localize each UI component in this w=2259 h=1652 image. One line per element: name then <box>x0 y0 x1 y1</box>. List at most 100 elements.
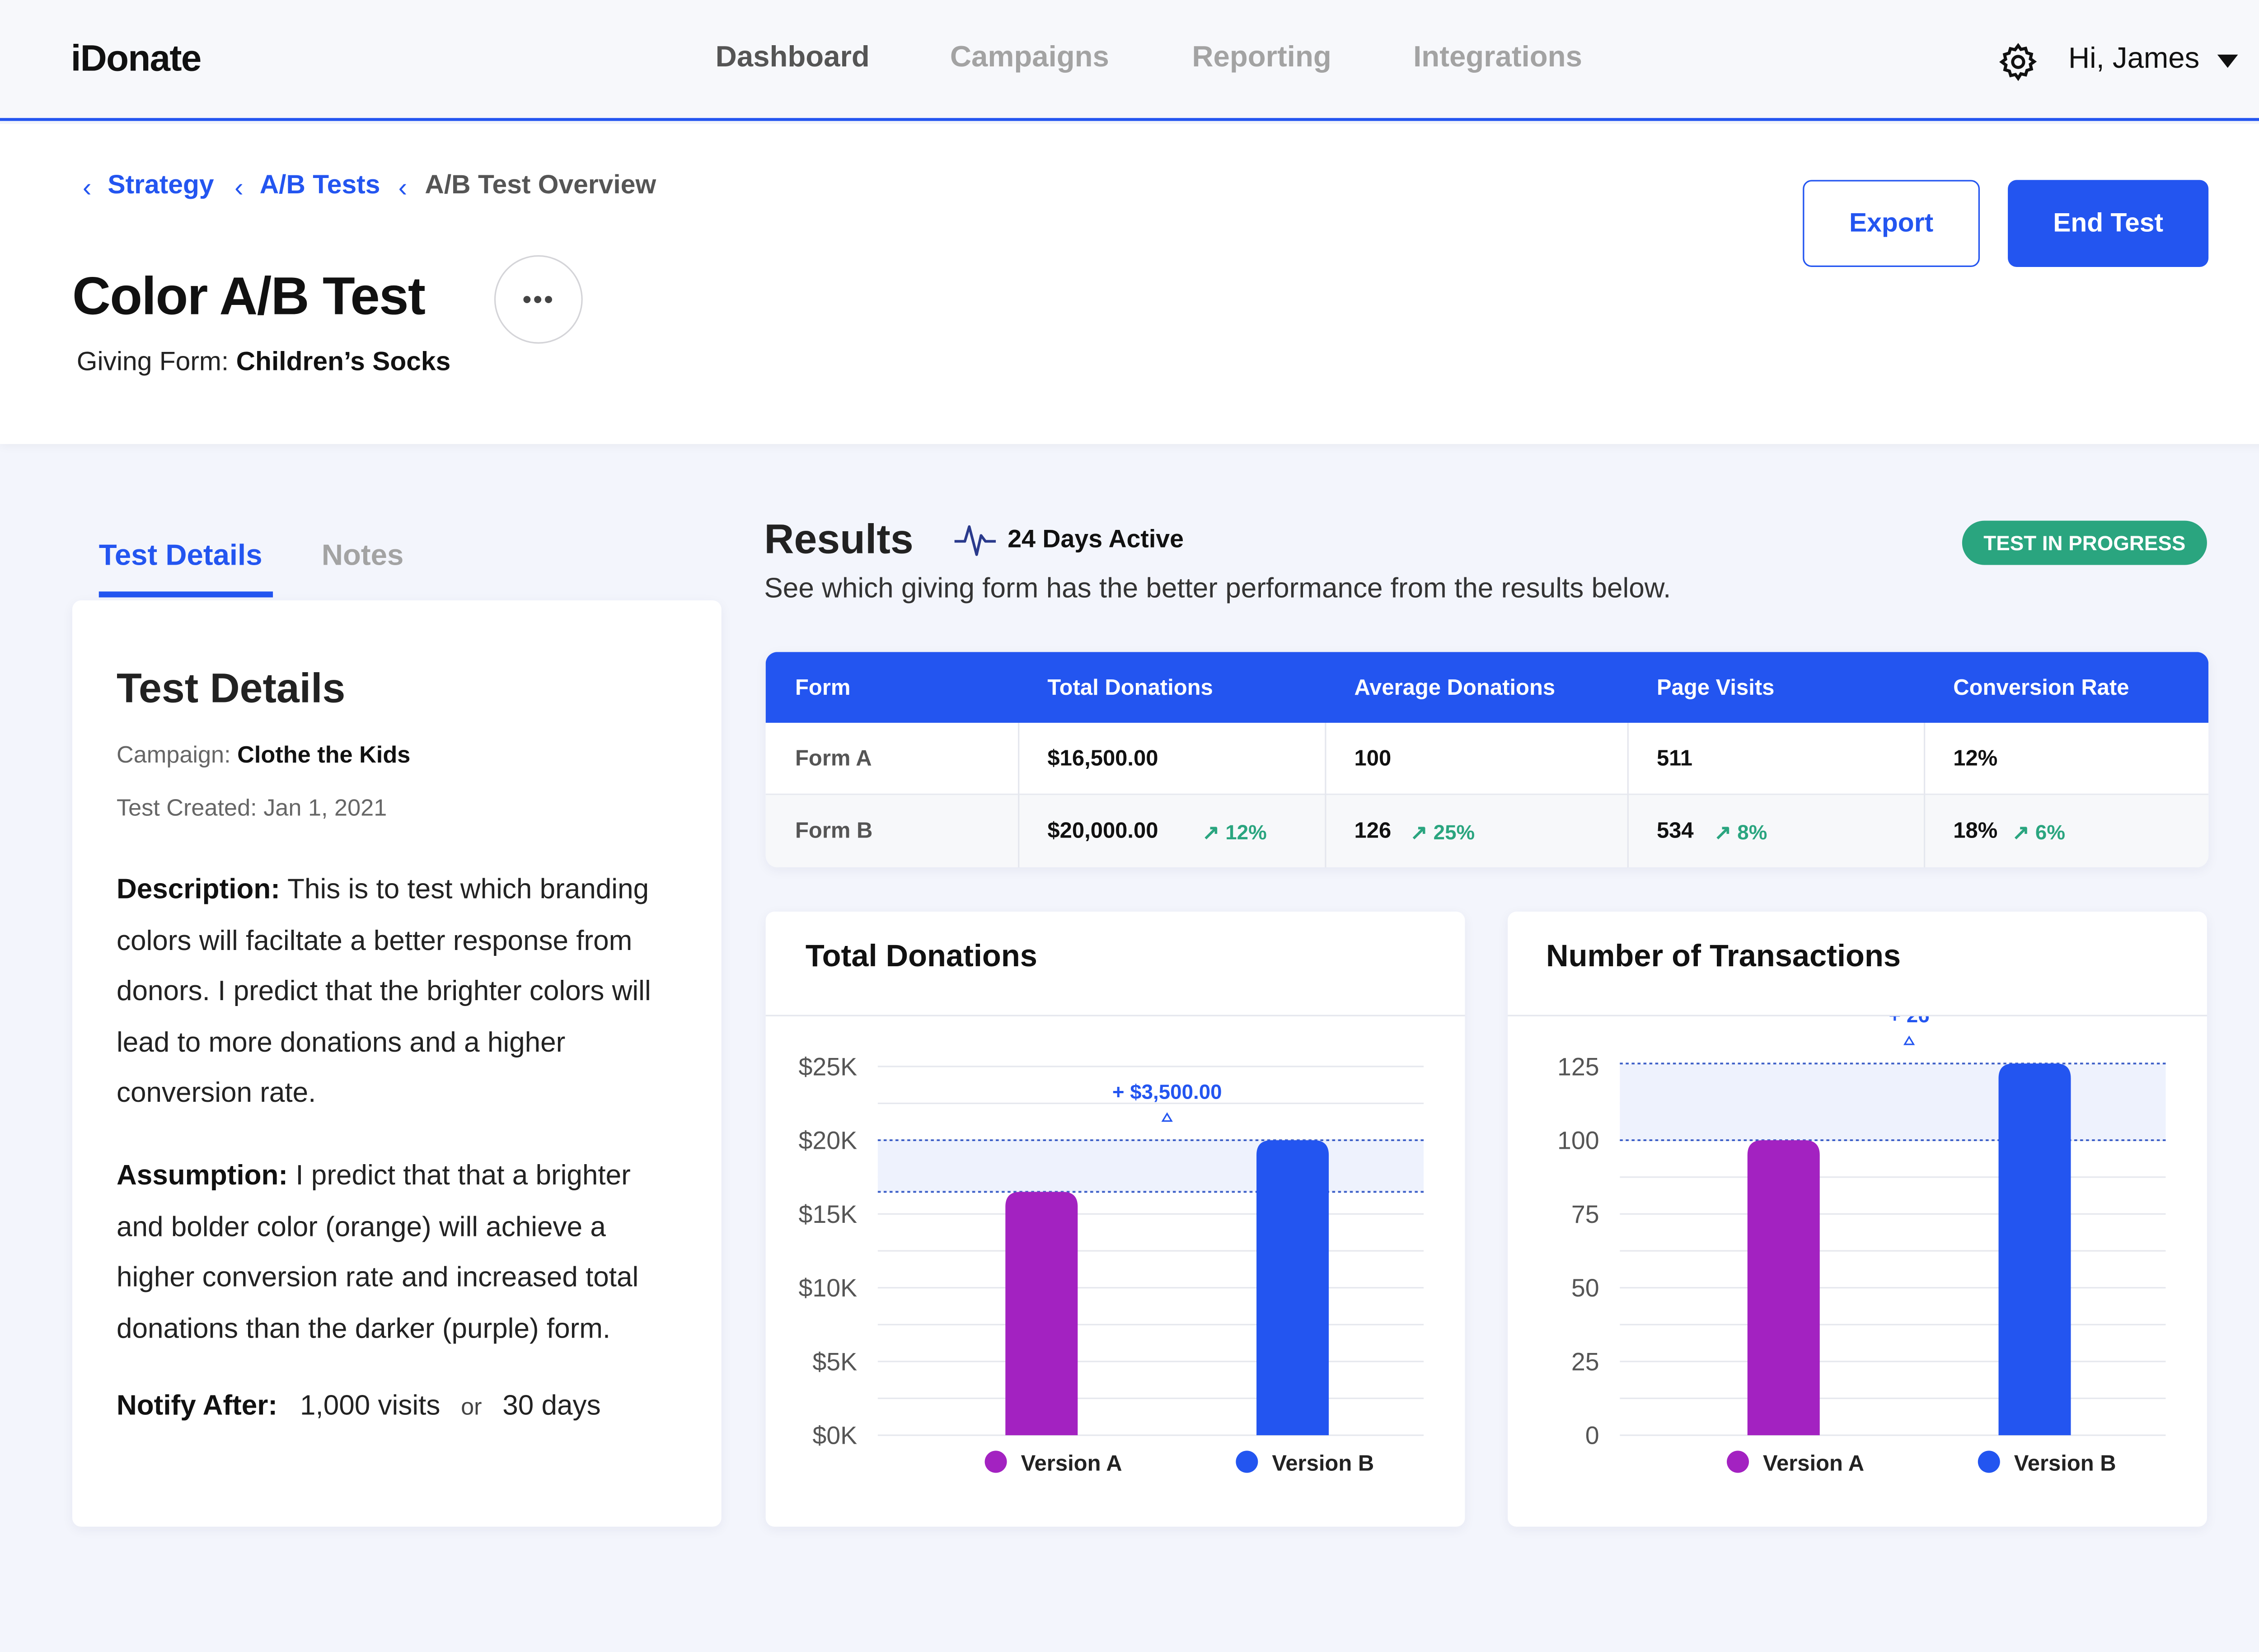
nav-campaigns[interactable]: Campaigns <box>950 41 1109 74</box>
description: Description: This is to test which brand… <box>117 866 677 1120</box>
user-menu[interactable]: Hi, James <box>2068 42 2200 75</box>
chevron-left-icon: ‹ <box>398 173 408 202</box>
y-tick-label: $25K <box>799 1053 858 1081</box>
cell-total-donations: $20,000.00 <box>1047 819 1158 844</box>
total-donations-card <box>765 911 1465 1527</box>
test-created: Test Created: Jan 1, 2021 <box>116 796 387 822</box>
giving-form-name: Children’s Socks <box>236 346 451 376</box>
notify-visits: 1,000 visits <box>300 1391 441 1422</box>
cell-average-donations: 126 <box>1354 819 1392 844</box>
y-tick-label: 25 <box>1571 1348 1599 1376</box>
gear-icon[interactable] <box>1997 41 2039 82</box>
legend-label: Version A <box>1763 1451 1864 1476</box>
cell-form: Form B <box>795 819 873 844</box>
description-label: Description: <box>116 875 280 906</box>
y-tick-label: $15K <box>799 1200 858 1228</box>
chevron-down-icon[interactable] <box>2217 54 2238 68</box>
table-row: Form B $20,000.00 ↗ 12% 126 ↗ 25% 534 ↗ … <box>765 795 2209 868</box>
difference-label: + $3,500.00 <box>1112 1081 1222 1104</box>
column-header-total-donations: Total Donations <box>1047 675 1213 701</box>
days-active: 24 Days Active <box>1008 525 1184 553</box>
legend-swatch <box>1727 1451 1749 1473</box>
delta-value: 6% <box>2035 820 2065 844</box>
y-tick-label: $0K <box>812 1422 857 1450</box>
column-header-page-visits: Page Visits <box>1656 675 1775 701</box>
column-divider <box>1325 723 1326 868</box>
y-tick-label: 100 <box>1557 1127 1599 1155</box>
y-tick-label: 75 <box>1571 1200 1599 1228</box>
divider <box>1508 1015 2207 1016</box>
logo[interactable]: iDonate <box>70 38 202 80</box>
column-header-form: Form <box>795 675 851 701</box>
total-donations-chart: $0K $5K $10K $15K $20K $25K + $3,500.00 Version… <box>799 1053 1424 1476</box>
notify-days: 30 days <box>502 1391 601 1422</box>
breadcrumb-current: A/B Test Overview <box>425 169 656 199</box>
nav-integrations[interactable]: Integrations <box>1413 41 1582 74</box>
triangle-up-icon <box>1161 1112 1173 1122</box>
notify-label: Notify After: <box>116 1391 278 1422</box>
top-navigation-bar: iDonate Dashboard Campaigns Reporting In… <box>0 0 2259 121</box>
column-header-conversion-rate: Conversion Rate <box>1953 675 2129 701</box>
nav-reporting[interactable]: Reporting <box>1192 41 1331 74</box>
legend-swatch <box>1978 1451 2000 1473</box>
activity-pulse-icon <box>954 525 996 556</box>
tab-notes[interactable]: Notes <box>321 540 404 572</box>
bar-version-a <box>1747 1140 1820 1436</box>
chevron-left-icon: ‹ <box>82 173 92 202</box>
trend-up-delta: ↗ 6% <box>2012 820 2065 844</box>
trend-up-delta: ↗ 25% <box>1410 820 1475 844</box>
nav-dashboard[interactable]: Dashboard <box>715 41 870 74</box>
more-options-button[interactable]: ••• <box>494 255 583 344</box>
y-tick-label: $20K <box>799 1127 858 1155</box>
legend-swatch <box>984 1451 1007 1473</box>
divider <box>765 1015 1465 1016</box>
cell-form: Form A <box>795 746 872 772</box>
column-divider <box>1627 723 1629 868</box>
bar-version-b <box>1998 1063 2071 1436</box>
difference-label: + 26 <box>1889 1016 1930 1027</box>
chart-title: Total Donations <box>805 940 1037 974</box>
y-tick-label: 125 <box>1557 1053 1599 1081</box>
legend-label: Version B <box>2014 1451 2116 1476</box>
results-title: Results <box>764 516 914 562</box>
cell-average-donations: 100 <box>1354 746 1392 772</box>
bar-version-b <box>1256 1140 1329 1436</box>
table-row: Form A $16,500.00 100 511 12% <box>765 723 2209 796</box>
column-header-average-donations: Average Donations <box>1354 675 1556 701</box>
y-tick-label: $5K <box>812 1348 857 1376</box>
end-test-button[interactable]: End Test <box>2008 180 2209 267</box>
test-details-title: Test Details <box>116 665 346 711</box>
trend-up-delta: ↗ 12% <box>1202 820 1267 844</box>
campaign-label: Campaign: <box>116 743 231 769</box>
column-divider <box>1018 723 1020 868</box>
chart-title: Number of Transactions <box>1546 940 1901 974</box>
breadcrumb-strategy[interactable]: Strategy <box>108 169 214 199</box>
legend-label: Version B <box>1272 1451 1374 1476</box>
status-badge: TEST IN PROGRESS <box>1962 520 2207 565</box>
bar-version-a <box>1005 1192 1078 1436</box>
assumption-label: Assumption: <box>116 1161 288 1192</box>
legend-label: Version A <box>1021 1451 1122 1476</box>
export-button[interactable]: Export <box>1803 180 1980 267</box>
cell-conversion-rate: 18% <box>1953 819 1998 844</box>
transactions-card <box>1508 911 2207 1527</box>
delta-value: 25% <box>1433 820 1475 844</box>
giving-form-label: Giving Form: <box>76 346 229 376</box>
results-subtitle: See which giving form has the better per… <box>764 574 1671 605</box>
active-tab-indicator <box>98 591 273 598</box>
giving-form-subtitle: Giving Form: Children’s Socks <box>77 346 451 378</box>
delta-value: 8% <box>1737 820 1767 844</box>
cell-conversion-rate: 12% <box>1953 746 1998 772</box>
column-divider <box>1923 723 1926 868</box>
chevron-left-icon: ‹ <box>234 173 244 202</box>
difference-band <box>1620 1063 2166 1141</box>
breadcrumb-ab-tests[interactable]: A/B Tests <box>259 169 380 199</box>
results-table: Form Total Donations Average Donations P… <box>765 652 2209 868</box>
cell-total-donations: $16,500.00 <box>1047 746 1158 772</box>
tab-test-details[interactable]: Test Details <box>98 540 262 572</box>
notify-or: or <box>461 1395 482 1421</box>
table-header: Form Total Donations Average Donations P… <box>765 652 2209 723</box>
page-title: Color A/B Test <box>72 265 426 326</box>
transactions-chart: 0 25 50 75 100 125 + 26 Version A Version B <box>1557 1016 2166 1476</box>
test-details-card <box>72 600 722 1527</box>
